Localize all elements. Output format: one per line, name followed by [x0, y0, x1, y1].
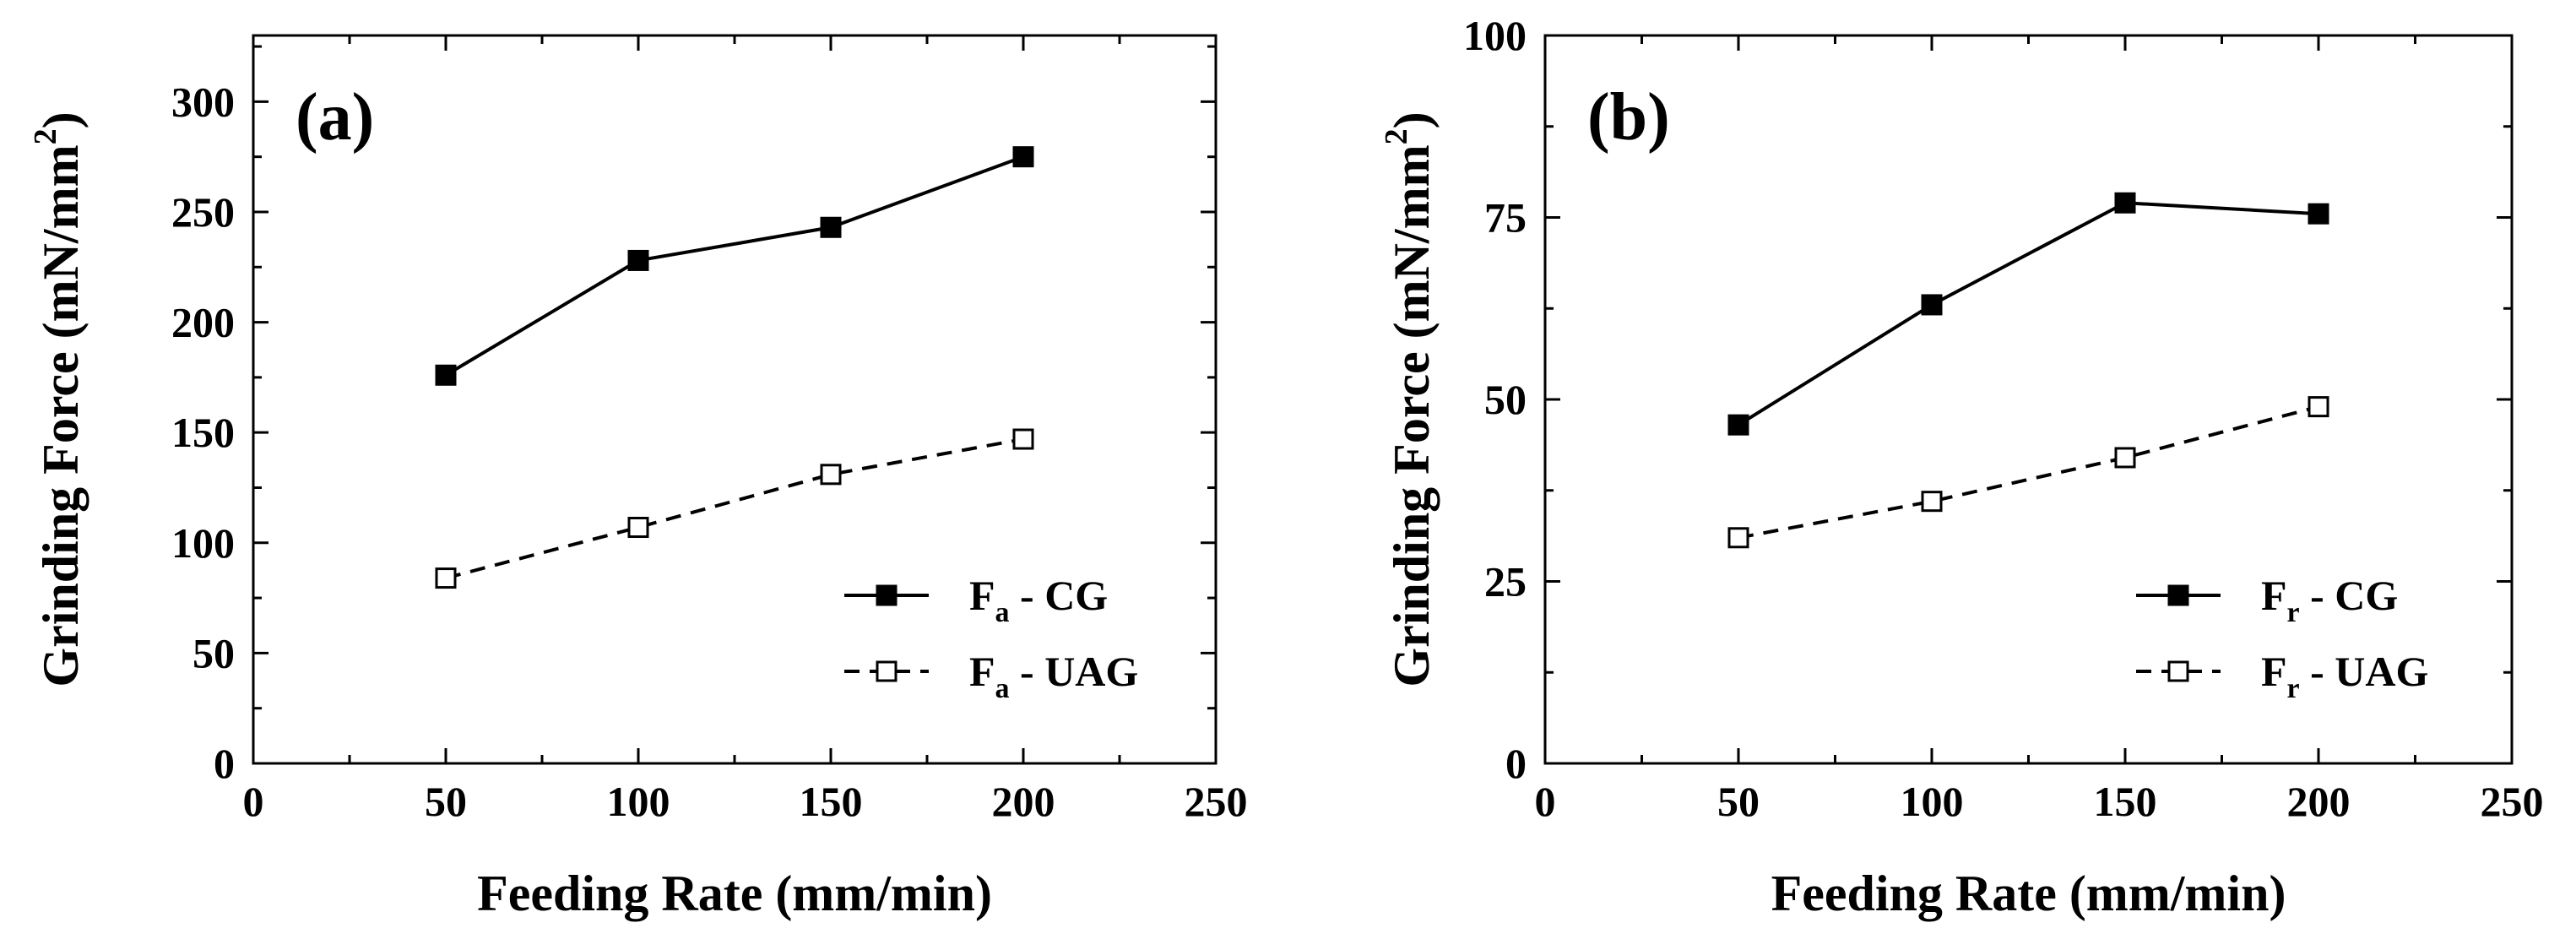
- legend-suffix: - CG: [1010, 572, 1109, 619]
- data-point-uag: [820, 464, 842, 486]
- y-tick-label: 300: [171, 78, 235, 125]
- x-tick-label: 200: [992, 778, 1055, 825]
- y-tick-label: 50: [1484, 376, 1527, 423]
- x-axis-label: Feeding Rate (mm/min): [477, 866, 992, 921]
- series-line-cg: [444, 155, 1024, 377]
- panel-label: (a): [296, 80, 374, 155]
- data-point-uag: [2114, 447, 2136, 469]
- legend-suffix: - UAG: [1010, 648, 1139, 695]
- legend-marker: [876, 584, 898, 606]
- x-tick-label: 250: [2481, 778, 2544, 825]
- legend-symbol: F: [2261, 648, 2287, 695]
- x-tick-label: 0: [1535, 778, 1556, 825]
- y-axis-label-superscript: 2: [28, 128, 63, 144]
- y-tick-label: 150: [171, 409, 235, 456]
- y-tick-label: 200: [171, 299, 235, 346]
- legend-entry: Fr - UAG: [2261, 648, 2428, 704]
- x-tick-label: 0: [243, 778, 264, 825]
- y-tick-label: 0: [1505, 740, 1527, 787]
- legend-subscript: r: [2287, 597, 2300, 628]
- data-point-uag: [1921, 491, 1943, 513]
- x-tick-label: 250: [1185, 778, 1248, 825]
- x-tick-label: 100: [607, 778, 670, 825]
- data-point-cg: [435, 364, 457, 386]
- x-tick-label: 50: [1717, 778, 1760, 825]
- legend-subscript: a: [995, 673, 1010, 704]
- legend-suffix: - UAG: [2300, 648, 2429, 695]
- data-point-cg: [1921, 294, 1943, 316]
- y-tick-label: 75: [1484, 194, 1527, 242]
- panel-b: 0 50 100 150 200 250 0 25 50 75 100 Feeding Rate (m…: [1379, 12, 2544, 921]
- legend-symbol: F: [969, 648, 995, 695]
- data-point-cg: [2114, 192, 2136, 214]
- x-tick-label: 150: [800, 778, 863, 825]
- panel-a: 0 50 100 150 200 250 0 50 100 150 200 250 300 Feeding…: [28, 34, 1248, 921]
- legend-entry: Fa - UAG: [969, 648, 1138, 704]
- legend-marker: [2167, 584, 2189, 606]
- y-tick-label: 100: [171, 519, 235, 567]
- series-line-uag: [1738, 404, 2319, 540]
- series-line-cg: [1737, 201, 2319, 426]
- data-point-cg: [1727, 414, 1749, 436]
- data-point-uag: [1012, 428, 1034, 450]
- data-point-cg: [820, 216, 842, 238]
- y-tick-label: 250: [171, 188, 235, 236]
- y-axis-label-text: Grinding Force (mN/mm: [1384, 144, 1440, 687]
- y-axis-label: Grinding Force (mN/mm2): [1379, 111, 1440, 687]
- data-point-uag: [435, 567, 457, 589]
- legend-marker: [876, 660, 898, 682]
- x-tick-label: 200: [2287, 778, 2351, 825]
- legend-marker: [2167, 660, 2189, 682]
- legend-entry: Fa - CG: [969, 572, 1108, 628]
- legend-entry: Fr - CG: [2261, 572, 2398, 628]
- x-tick-label: 100: [1901, 778, 1964, 825]
- data-point-cg: [2308, 203, 2329, 225]
- y-axis-label: Grinding Force (mN/mm2): [28, 111, 89, 687]
- legend-symbol: F: [2261, 572, 2287, 619]
- series-line-uag: [445, 437, 1024, 580]
- y-tick-label: 25: [1484, 558, 1527, 605]
- data-point-uag: [1727, 527, 1749, 549]
- y-tick-label: 50: [193, 629, 235, 676]
- legend-suffix: - CG: [2300, 572, 2399, 619]
- y-axis-label-text: Grinding Force (mN/mm: [33, 144, 89, 687]
- y-axis-label-superscript: 2: [1379, 128, 1414, 144]
- panel-label: (b): [1587, 80, 1670, 155]
- y-axis-label-close: ): [1384, 111, 1440, 128]
- data-point-uag: [2308, 396, 2329, 418]
- x-tick-label: 150: [2094, 778, 2157, 825]
- legend-symbol: F: [969, 572, 995, 619]
- data-point-uag: [627, 517, 649, 539]
- y-axis-label-close: ): [33, 111, 89, 128]
- x-tick-label: 50: [425, 778, 467, 825]
- y-tick-label: 100: [1463, 12, 1527, 59]
- data-point-cg: [627, 249, 649, 271]
- y-tick-label: 0: [214, 740, 235, 787]
- x-axis-label: Feeding Rate (mm/min): [1771, 866, 2286, 921]
- legend-subscript: r: [2287, 673, 2300, 704]
- data-point-cg: [1012, 146, 1034, 168]
- legend-subscript: a: [995, 597, 1010, 628]
